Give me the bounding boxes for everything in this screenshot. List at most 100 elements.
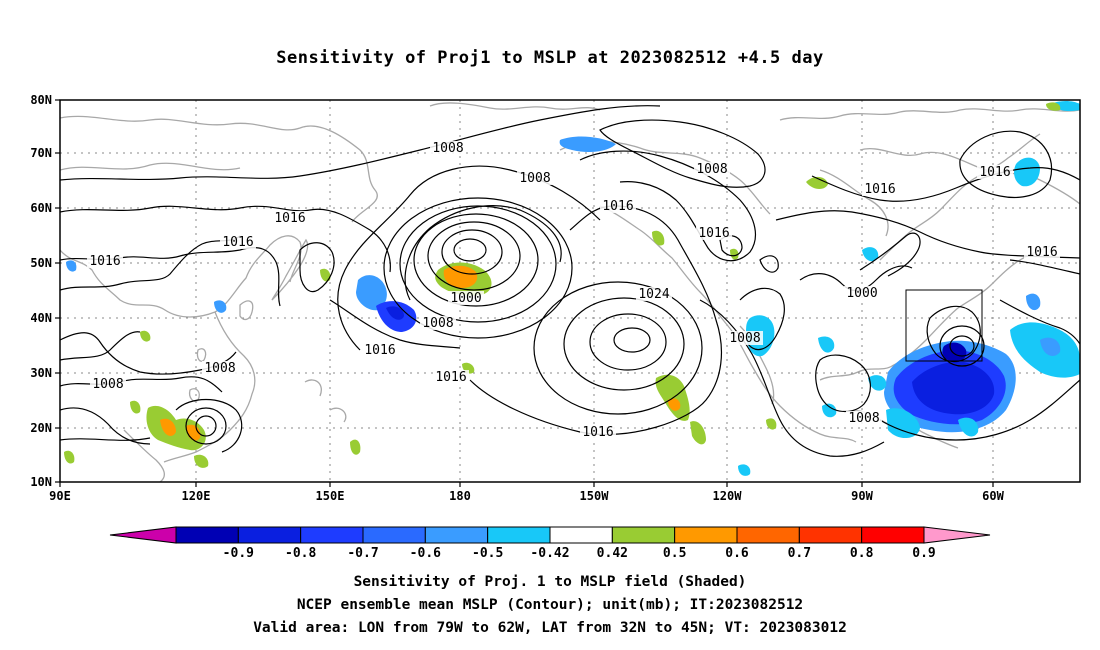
contour-label: 1016 xyxy=(364,343,395,358)
contour-label: 1024 xyxy=(638,287,669,302)
contour-label-bg xyxy=(420,316,456,330)
contour-label-bg xyxy=(694,162,730,176)
caption-line-1: Sensitivity of Proj. 1 to MSLP field (Sh… xyxy=(353,574,747,590)
chart-title: Sensitivity of Proj1 to MSLP at 20230825… xyxy=(276,48,824,68)
lon-label: 90E xyxy=(49,489,71,503)
colorbar-swatch xyxy=(549,526,613,544)
colorbar-label: -0.8 xyxy=(285,546,316,561)
contour-label-bg xyxy=(430,141,466,155)
colorbar-label: -0.6 xyxy=(410,546,441,561)
contour-label-bg xyxy=(272,211,308,225)
lat-label: 70N xyxy=(30,146,52,160)
colorbar-label: -0.9 xyxy=(223,546,254,561)
colorbar-swatch xyxy=(424,526,489,544)
colorbar: -0.9 -0.8 -0.7 -0.6 -0.5 -0.42 0.42 0.5 0.6 0.7 0.… xyxy=(109,526,991,561)
contour-label: 1008 xyxy=(696,162,727,177)
contour-label: 1000 xyxy=(846,286,877,301)
contour-label-bg xyxy=(90,377,126,391)
contour-label: 1008 xyxy=(204,361,235,376)
contour-label: 1016 xyxy=(274,211,305,226)
lon-label: 60W xyxy=(982,489,1004,503)
lat-label: 50N xyxy=(30,256,52,270)
colorbar-label: 0.7 xyxy=(788,546,811,561)
contour-label-bg xyxy=(517,171,553,185)
contour-label-bg xyxy=(636,287,672,301)
colorbar-swatch xyxy=(362,526,426,544)
contour-label: 1016 xyxy=(698,226,729,241)
colorbar-label: 0.6 xyxy=(725,546,749,561)
colorbar-label: 0.8 xyxy=(850,546,874,561)
contour-label: 1016 xyxy=(602,199,633,214)
contour-label-bg xyxy=(844,286,880,300)
lat-label: 20N xyxy=(30,421,52,435)
colorbar-swatch xyxy=(861,526,925,544)
caption-line-2: NCEP ensemble mean MSLP (Contour); unit(… xyxy=(296,597,804,613)
colorbar-swatch xyxy=(175,526,239,544)
colorbar-label: -0.5 xyxy=(472,546,503,561)
colorbar-max-arrow xyxy=(923,526,991,544)
colorbar-min-arrow xyxy=(109,526,177,544)
contour-label: 1016 xyxy=(435,370,466,385)
lat-label: 80N xyxy=(30,93,52,107)
lat-label: 10N xyxy=(30,475,52,489)
lat-label: 60N xyxy=(30,201,52,215)
mslp-contours xyxy=(60,105,1080,457)
contour-label: 1016 xyxy=(222,235,253,250)
contour-label-bg xyxy=(696,226,732,240)
contour-label-bg xyxy=(862,182,898,196)
shaded-sensitivity xyxy=(64,101,1080,476)
contour-label-bg xyxy=(1024,245,1060,259)
contour-label-bg xyxy=(846,411,882,425)
colorbar-swatch xyxy=(300,526,364,544)
contour-label-bg xyxy=(433,370,469,384)
lon-label: 120W xyxy=(713,489,743,503)
contour-label-bg xyxy=(977,165,1013,179)
lon-label: 120E xyxy=(182,489,211,503)
lat-label: 30N xyxy=(30,366,52,380)
colorbar-swatch xyxy=(674,526,738,544)
contour-label: 1008 xyxy=(729,331,760,346)
contour-label: 1016 xyxy=(979,165,1010,180)
colorbar-label: 0.9 xyxy=(912,546,935,561)
contour-label-bg xyxy=(600,199,636,213)
colorbar-swatch xyxy=(611,526,676,544)
contour-label: 1016 xyxy=(89,254,120,269)
contour-labels: 1008 1016 1016 1008 1016 1016 1008 1000 1008 1016… xyxy=(87,141,1060,440)
contour-label: 1008 xyxy=(92,377,123,392)
contour-label: 1016 xyxy=(582,425,613,440)
lat-label: 40N xyxy=(30,311,52,325)
colorbar-label: 0.5 xyxy=(663,546,686,561)
valid-area-box xyxy=(905,289,983,362)
contour-label-bg xyxy=(220,235,256,249)
colorbar-swatch xyxy=(237,526,302,544)
contour-label: 1008 xyxy=(848,411,879,426)
contour-label-bg xyxy=(87,254,123,268)
colorbar-label: -0.7 xyxy=(347,546,378,561)
lon-label: 150E xyxy=(316,489,345,503)
contour-label: 1008 xyxy=(519,171,550,186)
caption-line-3: Valid area: LON from 79W to 62W, LAT fro… xyxy=(253,620,847,636)
longitude-labels: 90E 120E 150E 180 150W 120W 90W 60W xyxy=(49,489,1004,503)
colorbar-label: 0.42 xyxy=(597,546,628,561)
colorbar-swatch xyxy=(736,526,800,544)
lon-label: 180 xyxy=(449,489,471,503)
lon-label: 150W xyxy=(580,489,610,503)
contour-label: 1008 xyxy=(432,141,463,156)
colorbar-swatch xyxy=(798,526,863,544)
contour-label: 1016 xyxy=(1026,245,1057,260)
contour-label-bg xyxy=(580,425,616,439)
latitude-labels: 80N 70N 60N 50N 40N 30N 20N 10N xyxy=(30,93,52,489)
contour-label: 1000 xyxy=(450,291,481,306)
contour-label-bg xyxy=(448,291,484,305)
axis-ticks xyxy=(55,99,994,487)
lon-label: 90W xyxy=(851,489,873,503)
colorbar-swatch xyxy=(487,526,551,544)
contour-label-bg xyxy=(202,361,238,375)
plot-frame xyxy=(59,99,1081,483)
contour-label: 1008 xyxy=(422,316,453,331)
contour-label-bg xyxy=(362,343,398,357)
colorbar-label: -0.42 xyxy=(530,546,569,561)
contour-label-bg xyxy=(727,331,763,345)
contour-label: 1016 xyxy=(864,182,895,197)
